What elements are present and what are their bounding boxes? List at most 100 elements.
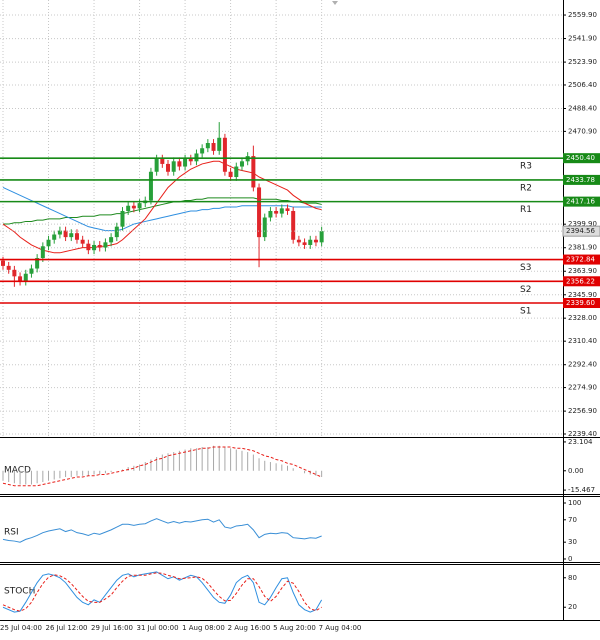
x-tick-label: 1 Aug 08:00 (182, 624, 225, 632)
candle-body (200, 148, 205, 154)
candle-body (251, 156, 256, 188)
y-tick-label: 2274.90 (568, 384, 597, 392)
candle-body (160, 158, 165, 164)
level-name: S2 (520, 285, 531, 295)
level-name: R3 (520, 162, 532, 172)
last-price-box (562, 225, 600, 237)
y-tick-label: 0 (568, 555, 572, 563)
candle-body (279, 208, 284, 214)
y-tick-label: 2363.90 (568, 267, 597, 275)
level-price-box (563, 276, 600, 287)
candle-body (57, 230, 62, 235)
level-price-label: 2339.60 (566, 299, 595, 307)
x-tick-label: 7 Aug 04:00 (319, 624, 362, 632)
y-tick-label: 0.00 (568, 467, 584, 475)
candle-body (29, 268, 34, 274)
y-tick-label: 2345.90 (568, 291, 597, 299)
panel-title: MACD (4, 466, 31, 476)
x-tick-label: 5 Aug 20:00 (273, 624, 316, 632)
candle-body (234, 166, 239, 177)
candle-body (23, 273, 28, 282)
candle-body (6, 265, 11, 270)
y-tick-label: -15.467 (568, 486, 595, 494)
candle-body (154, 158, 159, 172)
candle-body (177, 161, 182, 167)
level-name: S1 (520, 307, 531, 317)
y-tick-label: 23.104 (568, 438, 593, 446)
candle-body (313, 239, 318, 243)
candle-body (137, 203, 142, 209)
candle-body (319, 231, 324, 243)
candle-body (120, 210, 125, 227)
level-price-label: 2356.22 (566, 277, 595, 285)
candle-body (257, 187, 262, 238)
candle-body (239, 161, 244, 167)
last-price-label: 2394.56 (566, 227, 595, 235)
candle-body (35, 258, 40, 269)
candle-body (1, 260, 5, 266)
moving-average (3, 197, 322, 225)
candle-body (228, 171, 233, 177)
y-tick-label: 2328.00 (568, 314, 597, 322)
y-tick-label: 2541.90 (568, 35, 597, 43)
level-price-box (563, 196, 600, 207)
y-tick-label: 30 (568, 538, 577, 546)
x-tick-label: 29 Jul 16:00 (91, 624, 133, 632)
y-tick-label: 2381.90 (568, 244, 597, 252)
candle-body (268, 210, 273, 218)
moving-average (2, 160, 322, 254)
signal-line (2, 446, 322, 487)
level-price-box (563, 174, 600, 185)
candle-body (18, 276, 23, 282)
y-tick-label: 2470.90 (568, 127, 597, 135)
candle-body (302, 242, 307, 245)
level-name: R1 (520, 205, 532, 215)
candle-body (126, 205, 131, 211)
candle-body (46, 239, 51, 247)
candle-body (92, 244, 97, 251)
candle-body (109, 237, 114, 243)
indicator-line (2, 572, 322, 612)
moving-average (2, 186, 322, 232)
candle-body (274, 210, 279, 214)
candle-body (166, 163, 171, 172)
candle-body (205, 143, 210, 149)
y-tick-label: 2256.90 (568, 407, 597, 415)
level-price-box (563, 298, 600, 309)
candle-body (103, 242, 108, 248)
candle-body (296, 239, 301, 243)
indicator-line (2, 518, 322, 543)
scroll-marker (332, 1, 338, 5)
candle-body (80, 239, 85, 244)
y-tick-label: 70 (568, 516, 577, 524)
x-tick-label: 31 Jul 00:00 (137, 624, 179, 632)
candle-body (262, 217, 267, 238)
y-tick-label: 100 (568, 499, 581, 507)
candle-body (285, 208, 290, 211)
candle-body (52, 234, 57, 240)
y-tick-label: 2239.40 (568, 430, 597, 438)
candle-body (308, 239, 313, 245)
candle-body (131, 205, 136, 209)
candle-body (74, 233, 79, 240)
candle-body (63, 230, 68, 238)
y-tick-label: 2506.40 (568, 81, 597, 89)
candle-body (171, 161, 176, 172)
candle-body (217, 137, 222, 151)
level-name: S3 (520, 263, 531, 273)
y-tick-label: 80 (568, 574, 577, 582)
candle-body (114, 226, 119, 238)
candle-body (188, 158, 193, 162)
candle-body (222, 137, 227, 172)
level-price-box (563, 254, 600, 265)
candle-body (211, 143, 216, 151)
panel-title: RSI (4, 528, 19, 538)
y-tick-label: 2559.90 (568, 11, 597, 19)
level-price-box (563, 153, 600, 164)
y-tick-label: 2523.90 (568, 58, 597, 66)
y-tick-label: 2310.40 (568, 337, 597, 345)
candle-body (12, 269, 17, 277)
candle-body (40, 246, 45, 259)
y-tick-label: 2399.90 (568, 220, 597, 228)
